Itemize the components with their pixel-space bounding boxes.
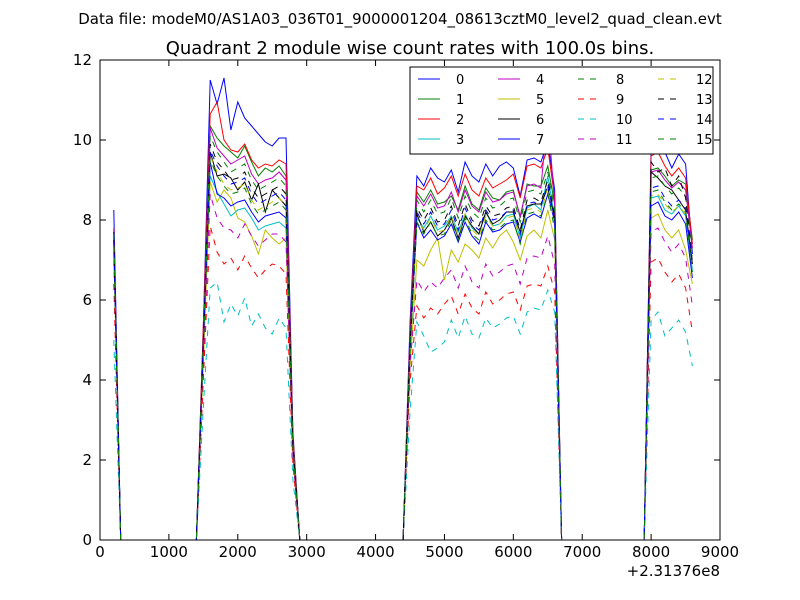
legend-label-12: 12 [696, 73, 713, 88]
legend-label-13: 13 [696, 93, 713, 108]
y-tick-label: 8 [82, 211, 92, 229]
legend-label-7: 7 [536, 133, 544, 148]
chart-suptitle: Data file: modeM0/AS1A03_036T01_90000012… [78, 10, 722, 29]
legend-label-9: 9 [616, 93, 624, 108]
x-tick-label: 1000 [150, 543, 188, 561]
legend-label-6: 6 [536, 113, 544, 128]
x-tick-label: 2000 [219, 543, 257, 561]
chart-title: Quadrant 2 module wise count rates with … [166, 38, 655, 59]
legend-label-5: 5 [536, 93, 544, 108]
legend-label-0: 0 [456, 73, 464, 88]
y-tick-label: 0 [82, 531, 92, 549]
y-tick-label: 12 [73, 51, 92, 69]
x-tick-label: 9000 [701, 543, 739, 561]
legend-label-14: 14 [696, 113, 713, 128]
x-tick-label: 7000 [563, 543, 601, 561]
plot-area: 0 1000 2000 3000 4000 5000 6000 7000 8000 9000 0 2 4… [73, 51, 739, 561]
legend-label-2: 2 [456, 113, 464, 128]
x-tick-label: 6000 [494, 543, 532, 561]
legend-label-4: 4 [536, 73, 544, 88]
y-tick-label: 10 [73, 131, 92, 149]
x-axis-offset-label: +2.31376e8 [627, 562, 720, 580]
legend-label-15: 15 [696, 133, 713, 148]
y-tick-label: 4 [82, 371, 92, 389]
legend-label-1: 1 [456, 93, 464, 108]
x-tick-label: 8000 [632, 543, 670, 561]
x-tick-label: 0 [95, 543, 105, 561]
y-tick-label: 6 [82, 291, 92, 309]
legend-label-3: 3 [456, 133, 464, 148]
legend-label-10: 10 [616, 113, 633, 128]
legend-label-8: 8 [616, 73, 624, 88]
x-tick-label: 3000 [288, 543, 326, 561]
series-line-13 [113, 143, 693, 541]
x-tick-label: 5000 [425, 543, 463, 561]
legend-label-11: 11 [616, 133, 633, 148]
y-tick-label: 2 [82, 451, 92, 469]
x-tick-label: 4000 [356, 543, 394, 561]
